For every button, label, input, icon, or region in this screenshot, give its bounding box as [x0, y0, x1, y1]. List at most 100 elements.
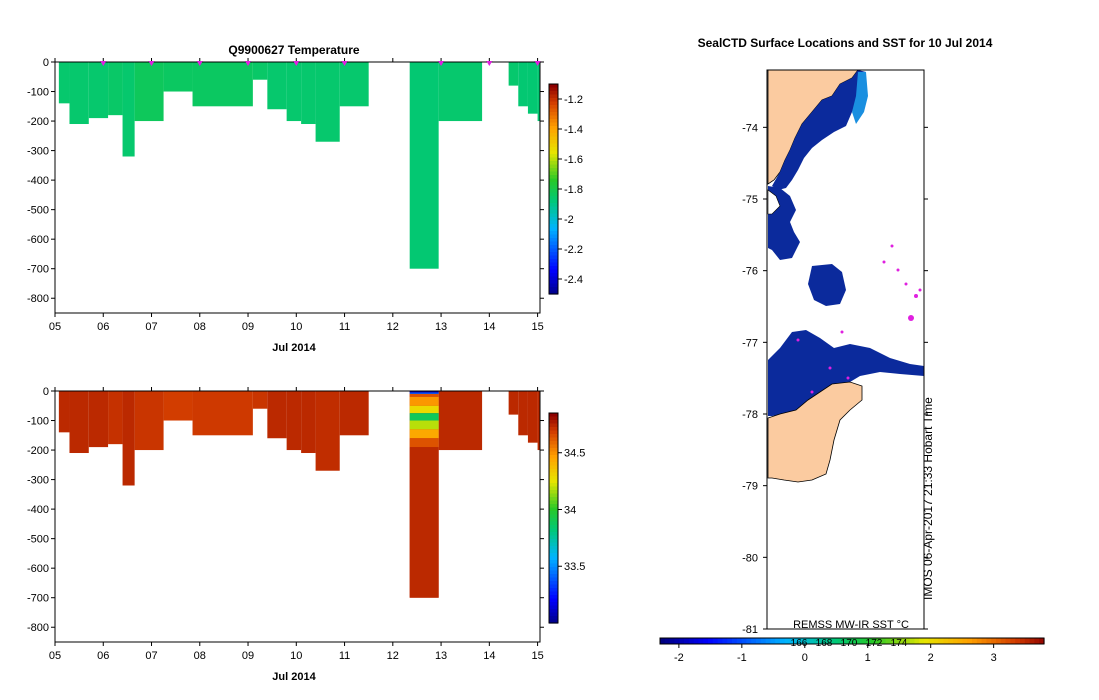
profile-marker — [438, 61, 445, 66]
colorbar-swatch — [549, 178, 558, 183]
salinity-x-axis: 05 06 07 08 09 10 11 12 13 14 15 — [49, 387, 544, 662]
x-tick-label: 10 — [290, 650, 302, 662]
sst-colorbar-swatch — [674, 638, 680, 644]
profile-cell — [508, 391, 519, 415]
sst-colorbar-swatch — [976, 638, 983, 644]
colorbar-swatch — [549, 567, 558, 572]
sst-colorbar-swatch — [794, 638, 800, 644]
sst-colorbar-swatch — [741, 638, 747, 644]
sst-colorbar-swatch — [818, 638, 824, 644]
sst-colorbar-swatch — [679, 638, 685, 644]
sst-colorbar-swatch — [871, 638, 877, 644]
y-tick-label: -800 — [27, 622, 49, 634]
map-latitude-axis: -74 -75 -76 -77 -78 -79 -80 -81 — [742, 122, 928, 636]
sst-colorbar-swatch — [900, 638, 906, 644]
colorbar-swatch — [549, 413, 558, 418]
profile-marker — [341, 61, 348, 66]
colorbar-swatch — [549, 549, 558, 554]
temperature-section-plot: Q9900627 Temperature 0 -100 -200 -300 -400 -5… — [27, 43, 583, 354]
sst-colorbar-swatch — [842, 638, 848, 644]
sst-colorbar-swatch — [789, 638, 795, 644]
colorbar-tick-label: -2.2 — [564, 244, 583, 256]
colorbar-swatch — [549, 217, 558, 222]
colorbar-swatch — [549, 542, 558, 547]
colorbar-swatch — [549, 434, 558, 439]
profile-cell — [192, 391, 253, 436]
lat-tick-label: -76 — [742, 266, 758, 278]
profile-cell — [339, 62, 369, 107]
salinity-x-label: Jul 2014 — [272, 671, 316, 683]
y-tick-label: -300 — [27, 146, 49, 158]
seal-location-dot — [914, 294, 918, 298]
sst-colorbar-swatch — [837, 638, 843, 644]
colorbar-swatch — [549, 546, 558, 551]
y-tick-label: -500 — [27, 205, 49, 217]
map-frame — [766, 69, 925, 630]
x-tick-label: 12 — [387, 650, 399, 662]
profile-cell — [267, 391, 287, 439]
sst-colorbar-tick-label: 3 — [991, 652, 997, 664]
temperature-x-axis: 05 06 07 08 09 10 11 12 13 14 15 — [49, 58, 544, 333]
colorbar-swatch — [549, 108, 558, 113]
x-tick-label: 09 — [242, 650, 254, 662]
x-tick-label: 13 — [435, 650, 447, 662]
colorbar-swatch — [549, 213, 558, 218]
colorbar-swatch — [549, 252, 558, 257]
y-tick-label: -700 — [27, 593, 49, 605]
salinity-profile-cells — [58, 391, 540, 598]
colorbar-swatch — [549, 140, 558, 145]
colorbar-swatch — [549, 136, 558, 141]
seal-location-dot — [918, 288, 922, 292]
colorbar-swatch — [549, 84, 558, 89]
sst-colorbar-swatch — [904, 638, 911, 644]
colorbar-swatch — [549, 234, 558, 239]
sst-colorbar-swatch — [799, 638, 805, 644]
sea-ice-shelf-band — [768, 330, 924, 416]
profile-cell — [409, 62, 439, 269]
colorbar-swatch — [549, 612, 558, 617]
colorbar-swatch — [549, 273, 558, 278]
colorbar-swatch — [549, 598, 558, 603]
colorbar-swatch — [549, 437, 558, 442]
sst-colorbar-swatch — [996, 638, 1002, 644]
profile-marker — [148, 61, 155, 66]
sst-colorbar-swatch — [957, 638, 963, 644]
colorbar-swatch — [549, 126, 558, 131]
x-tick-label: 11 — [339, 321, 350, 333]
seal-location-dot — [846, 376, 850, 380]
seal-location-dot — [828, 366, 832, 370]
sst-colorbar-swatch — [770, 638, 776, 644]
colorbar-swatch — [549, 539, 558, 544]
profile-marker — [293, 61, 300, 66]
profile-cell — [301, 391, 316, 454]
profile-cell — [527, 62, 538, 114]
colorbar-swatch — [549, 269, 558, 274]
profile-layer — [409, 392, 439, 394]
y-tick-label: -300 — [27, 475, 49, 487]
colorbar-swatch — [549, 171, 558, 176]
seal-location-dot — [810, 390, 814, 394]
sst-colorbar-swatch — [880, 638, 887, 644]
sst-colorbar-swatch — [991, 638, 997, 644]
colorbar-swatch — [549, 210, 558, 215]
sst-colorbar-inner-label: 170 — [841, 638, 858, 649]
colorbar-swatch — [549, 290, 558, 295]
sst-colorbar-inner-label: 166 — [791, 638, 808, 649]
lat-tick-label: -78 — [742, 409, 758, 421]
profile-cell — [163, 62, 193, 92]
sst-colorbar-swatch — [919, 638, 925, 644]
colorbar-swatch — [549, 476, 558, 481]
colorbar-swatch — [549, 182, 558, 187]
sst-map: SealCTD Surface Locations and SST for 10… — [659, 36, 1045, 664]
colorbar-swatch — [549, 115, 558, 120]
colorbar-swatch — [549, 514, 558, 519]
colorbar-swatch — [549, 119, 558, 124]
y-tick-label: -400 — [27, 504, 49, 516]
salinity-plot-frame — [54, 390, 541, 643]
sst-colorbar-tick-label: 1 — [865, 652, 871, 664]
colorbar-swatch — [549, 147, 558, 152]
profile-layer — [409, 447, 439, 598]
sst-colorbar-swatch — [708, 638, 714, 644]
sea-ice-coast — [772, 70, 866, 190]
colorbar-swatch — [549, 175, 558, 180]
